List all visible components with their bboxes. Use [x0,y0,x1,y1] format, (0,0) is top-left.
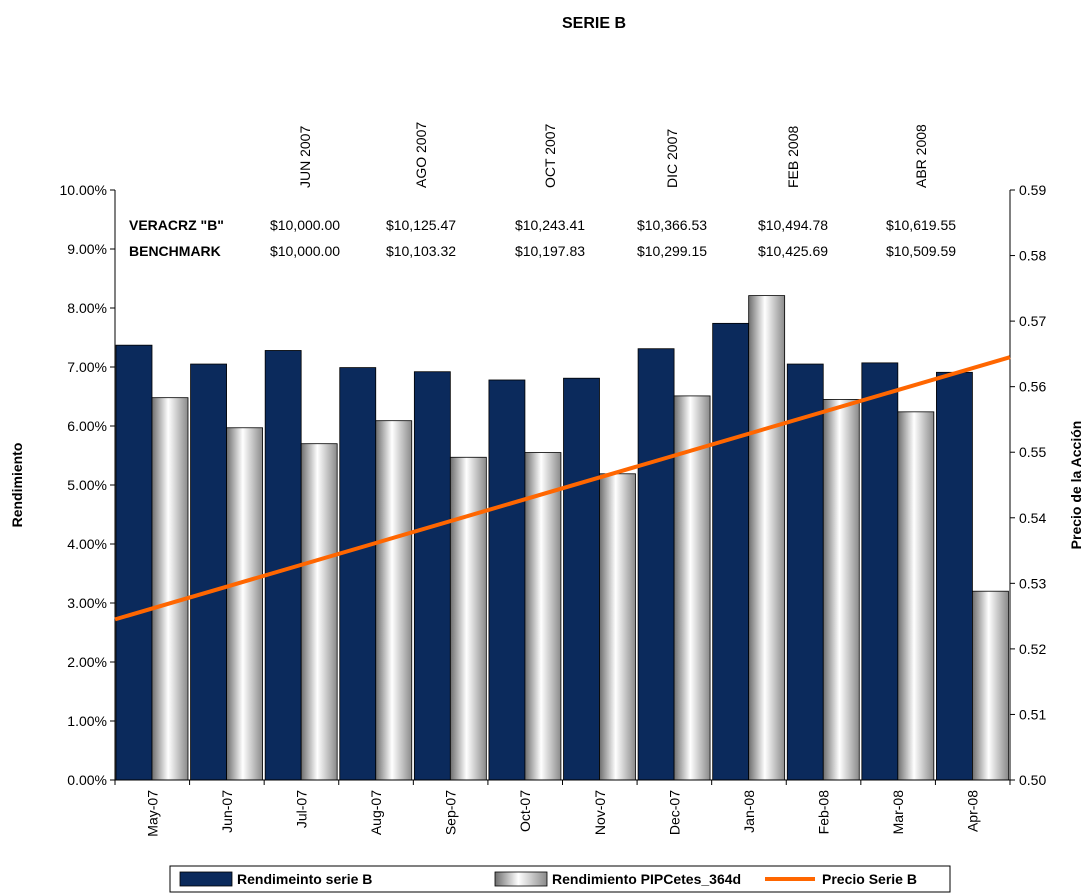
x-tick-label-3: Aug-07 [368,790,384,835]
y2-tick-label-4: 0.54 [1019,510,1046,526]
y-tick-label-9: 9.00% [67,241,107,257]
bar-series-1-8 [748,295,786,781]
y-tick-label-8: 8.00% [67,300,107,316]
bar-series-0-11 [936,371,973,781]
bar-series-0-4 [413,371,451,781]
bar-series-1-10 [897,411,935,781]
y-axis-ticks: 0.00% 1.00% 2.00% 3.00% 4.00% 5.00% 6.00% 7.00%… [60,182,115,788]
bar-series-0-5 [488,379,526,781]
x-tick-label-11: Apr-08 [965,790,981,832]
x-tick-label-0: May-07 [144,790,160,837]
chart-title: SERIE B [562,15,626,32]
x-tick-label-7: Dec-07 [666,790,682,835]
x-tick-label-4: Sep-07 [443,790,459,835]
annotation-value-1-4: $10,425.69 [758,243,828,259]
annotation-period-0: JUN 2007 [297,126,313,188]
annotation-value-1-1: $10,103.32 [386,243,456,259]
y-tick-label-0: 0.00% [67,772,107,788]
annotation-period-3: DIC 2007 [664,129,680,188]
y-tick-label-2: 2.00% [67,654,107,670]
x-axis-ticks: May-07 Jun-07 Jul-07 Aug-07 Sep-07 Oct-07 Nov-… [114,780,1011,837]
bar-series-0-1 [190,363,227,781]
annotation-value-0-2: $10,243.41 [515,217,585,233]
annotation-value-1-2: $10,197.83 [515,243,585,259]
bar-series-1-1 [226,427,263,781]
bar-series-1-11 [972,590,1009,781]
annotation-value-1-5: $10,509.59 [886,243,956,259]
y2-tick-label-0: 0.50 [1019,772,1046,788]
x-tick-label-5: Oct-07 [517,790,533,832]
annotation-row-label-0: VERACRZ "B" [129,217,224,233]
y2-tick-label-3: 0.53 [1019,575,1046,591]
y-tick-label-7: 7.00% [67,359,107,375]
bar-series-0-8 [712,322,750,781]
y2-axis-ticks: 0.50 0.51 0.52 0.53 0.54 0.55 0.56 0.57 0.58 0.59 [1010,182,1046,788]
price-line-layer [114,355,1011,622]
y-axis-label: Rendimiento [9,443,25,528]
bar-series-1-3 [375,420,413,781]
y2-tick-label-8: 0.58 [1019,248,1046,264]
legend-box [169,865,951,893]
x-tick-label-2: Jul-07 [293,790,309,828]
x-tick-label-1: Jun-07 [219,790,235,833]
annotation-period-1: AGO 2007 [413,122,429,188]
x-tick-label-10: Mar-08 [890,790,906,835]
legend-label-series-1: Rendimiento PIPCetes_364d [552,871,741,887]
y-tick-label-4: 4.00% [67,536,107,552]
bar-series-1-9 [822,399,860,781]
y-tick-label-5: 5.00% [67,477,107,493]
bar-series-1-6 [599,473,636,781]
bar-series-1-5 [524,452,562,781]
y-tick-label-3: 3.00% [67,595,107,611]
bar-series-0-10 [861,362,899,781]
bar-series-1-0 [151,397,189,781]
bar-series-1-7 [673,395,711,781]
y2-tick-label-6: 0.56 [1019,379,1046,395]
annotation-value-1-3: $10,299.15 [637,243,707,259]
bar-series-1-2 [300,443,338,781]
legend-label-series-0: Rendimeinto serie B [237,871,372,887]
y2-tick-label-7: 0.57 [1019,313,1046,329]
bar-series-0-9 [786,363,824,781]
y2-tick-label-5: 0.55 [1019,444,1046,460]
bar-series-0-6 [563,377,600,781]
y-tick-label-10: 10.00% [60,182,107,198]
annotation-value-1-0: $10,000.00 [270,243,340,259]
line-series-2 [114,355,1011,622]
annotation-value-0-0: $10,000.00 [270,217,340,233]
y-tick-label-1: 1.00% [67,713,107,729]
bars-layer [115,295,1009,781]
annotation-value-0-5: $10,619.55 [886,217,956,233]
x-tick-label-8: Jan-08 [741,790,757,833]
bar-series-0-3 [339,367,377,781]
y2-tick-label-1: 0.51 [1019,706,1046,722]
annotations-layer: JUN 2007 AGO 2007 OCT 2007 DIC 2007 FEB 2008… [129,122,956,259]
annotation-row-label-1: BENCHMARK [129,243,221,259]
x-tick-label-9: Feb-08 [816,790,832,835]
legend-label-series-2: Precio Serie B [822,871,917,887]
annotation-period-2: OCT 2007 [542,123,558,188]
bar-series-0-7 [637,348,675,781]
bar-series-1-4 [449,456,487,781]
legend-swatch-series-1 [494,871,548,887]
x-tick-label-6: Nov-07 [592,790,608,835]
annotation-period-4: FEB 2008 [785,126,801,188]
annotation-value-0-3: $10,366.53 [637,217,707,233]
y2-tick-label-2: 0.52 [1019,641,1046,657]
legend-swatch-series-0 [179,871,233,887]
annotation-value-0-1: $10,125.47 [386,217,456,233]
legend: Rendimeinto serie B Rendimiento PIPCetes… [169,865,951,893]
y-tick-label-6: 6.00% [67,418,107,434]
y2-axis-label: Precio de la Acción [1068,421,1084,550]
annotation-value-0-4: $10,494.78 [758,217,828,233]
bar-series-0-0 [115,344,153,781]
annotation-period-5: ABR 2008 [913,124,929,188]
y2-tick-label-9: 0.59 [1019,182,1046,198]
